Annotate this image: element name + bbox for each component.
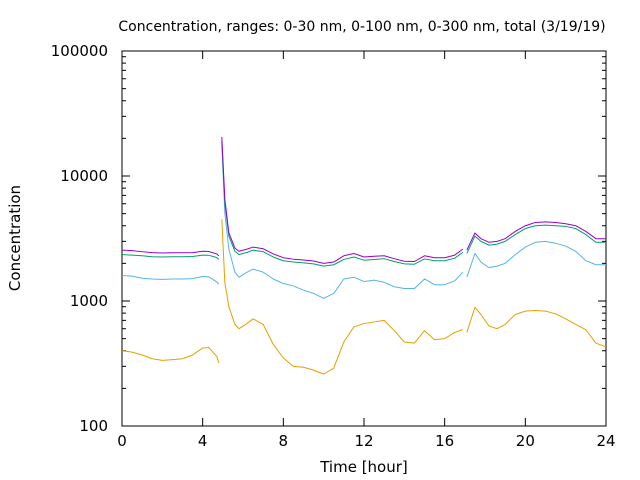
x-tick-label: 8 bbox=[279, 432, 289, 450]
y-tick-label: 100 bbox=[79, 417, 108, 435]
series-line-2 bbox=[121, 144, 606, 299]
x-tick-label: 16 bbox=[435, 432, 454, 450]
x-axis-label: Time [hour] bbox=[319, 458, 408, 476]
plot-frame bbox=[121, 50, 607, 427]
y-tick-label: 1000 bbox=[70, 292, 108, 310]
series-line-3 bbox=[121, 141, 606, 267]
y-tick-label: 10000 bbox=[60, 167, 108, 185]
chart-title: Concentration, ranges: 0-30 nm, 0-100 nm… bbox=[118, 19, 605, 35]
y-axis-label: Concentration bbox=[6, 185, 24, 291]
x-tick-label: 0 bbox=[117, 432, 127, 450]
x-tick-label: 24 bbox=[596, 432, 615, 450]
y-tick-label: 100000 bbox=[51, 42, 108, 60]
axis-ticks bbox=[121, 50, 607, 427]
series-line-4 bbox=[121, 137, 606, 264]
series-lines bbox=[121, 137, 607, 375]
x-tick-label: 12 bbox=[354, 432, 373, 450]
series-line-1 bbox=[121, 219, 607, 375]
x-tick-label: 20 bbox=[516, 432, 535, 450]
tick-labels: 0 4 8 12 16 20 24 100 1000 10000 100000 bbox=[51, 42, 616, 450]
x-tick-label: 4 bbox=[198, 432, 208, 450]
